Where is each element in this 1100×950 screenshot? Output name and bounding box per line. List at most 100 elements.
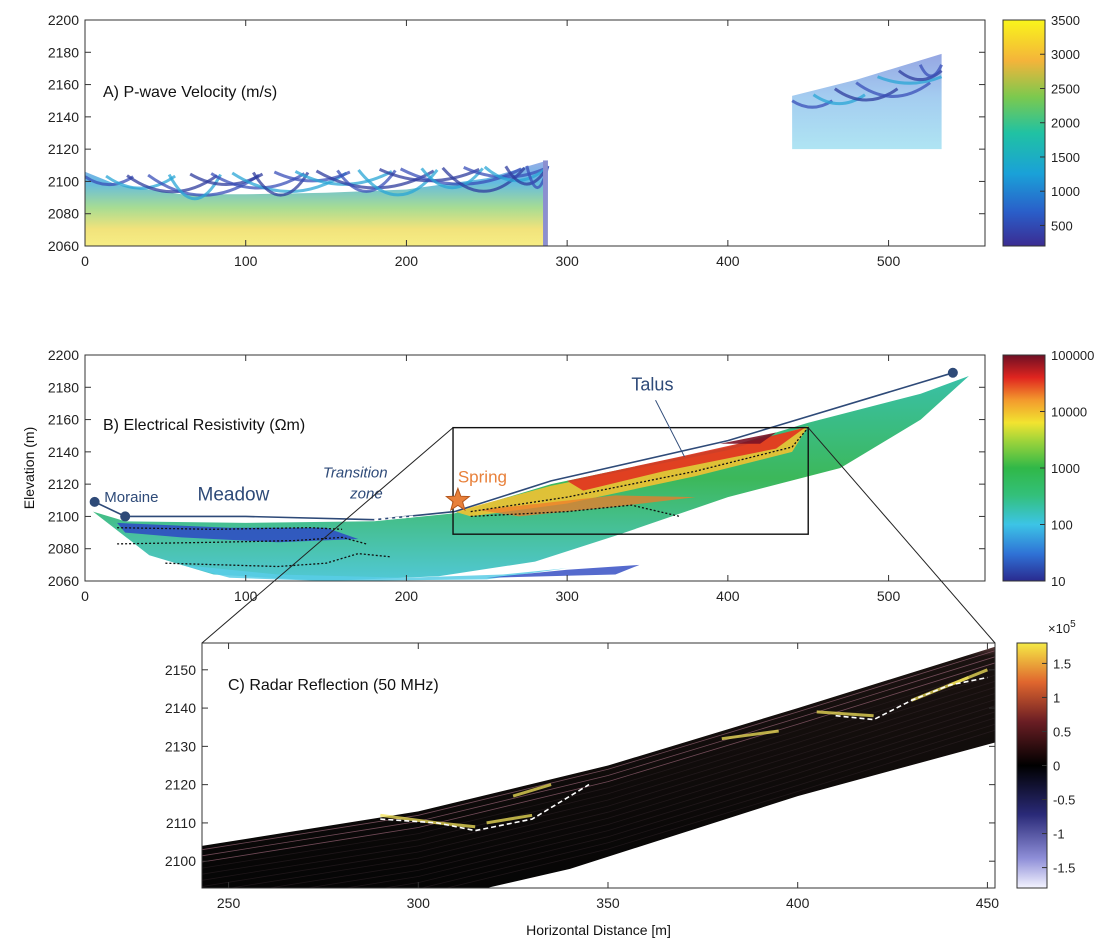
panel-b-x-tick-label: 300 [555, 588, 579, 604]
panel-b-y-tick-label: 2080 [48, 541, 79, 557]
survey-endpoint-marker [947, 367, 958, 378]
zoom-box [452, 426, 809, 535]
ray-path-arc [420, 167, 484, 190]
panel-a-y-tick-label: 2080 [48, 206, 79, 222]
panel-c-y-tick-label: 2120 [165, 777, 196, 793]
panel-c-y-tick-label: 2140 [165, 700, 196, 716]
radar-band [202, 662, 995, 863]
panel-c-x-tick-label: 450 [976, 895, 1000, 911]
panel-b-x-tick-label: 400 [716, 588, 740, 604]
panel-a-x-tick-label: 300 [555, 253, 579, 269]
radar-band [202, 687, 995, 887]
panel-c-x-tick-label: 250 [217, 895, 241, 911]
panel-c-plot-frame [201, 642, 996, 889]
panel-c-title: C) Radar Reflection (50 MHz) [228, 677, 439, 694]
panel-a-y-tick-label: 2140 [48, 109, 79, 125]
radar-band [228, 693, 995, 888]
panel-b-colorbar-tick-label: 10000 [1051, 405, 1087, 420]
panel-a-x-tick-label: 200 [395, 253, 419, 269]
dotted-boundary-1 [117, 527, 343, 530]
radar-reflection-streak [721, 729, 779, 741]
panel-a-colorbar-tick-label: 3500 [1051, 13, 1080, 28]
p-wave-section-1 [85, 160, 548, 246]
radar-band [202, 656, 995, 857]
panel-b-y-tick-label: 2140 [48, 444, 79, 460]
panel-a-y-tick-label: 2060 [48, 238, 79, 254]
panel-c-colorbar-tick-label: 0 [1053, 759, 1060, 774]
panel-c-y-tick-label: 2100 [165, 853, 196, 869]
ray-path-arc [105, 174, 177, 190]
spring-resistivity-zone [478, 495, 696, 517]
panel-a-x-tick-label: 400 [716, 253, 740, 269]
panel-c-colorbar-tick-label: 0.5 [1053, 724, 1071, 739]
zoom-connector-lines [201, 427, 996, 644]
exponent-power: 5 [1070, 619, 1076, 630]
panel-b-colorbar-tick-label: 100 [1051, 518, 1073, 533]
panel-b-y-tick-label: 2180 [48, 379, 79, 395]
radar-reflection-streak [512, 783, 552, 798]
radar-band [419, 723, 995, 888]
ray-path-arc [812, 93, 866, 106]
panel-a-y-tick-label: 2100 [48, 173, 79, 189]
radar-band [202, 668, 995, 869]
radar-reflection-streak [486, 813, 533, 825]
panel-c-colorbar-exponent: ×105 [1048, 619, 1076, 636]
radar-band [445, 729, 995, 888]
panel-c-y-tick-label: 2110 [166, 815, 196, 831]
ground-surface-line [94, 372, 954, 521]
radar-band [381, 717, 995, 888]
reflector-dashed-line-1 [380, 783, 590, 832]
panel-c-x-tick-label: 350 [596, 895, 620, 911]
panel-b-data [93, 376, 969, 581]
panel-a-colorbar-tick-label: 2000 [1051, 116, 1080, 131]
panel-b-x-tick-label: 500 [877, 588, 901, 604]
annotation-spring: Spring [458, 468, 507, 487]
panel-b-plot-frame [84, 354, 986, 582]
exponent-base: ×10 [1048, 621, 1070, 636]
panel-a-y-tick-label: 2120 [48, 141, 79, 157]
panel-b-y-tick-label: 2100 [48, 508, 79, 524]
panel-b-y-tick-label: 2120 [48, 476, 79, 492]
ray-path-arc [463, 165, 549, 179]
ray-path-arc [876, 75, 943, 85]
panel-a-colorbar-tick-label: 1000 [1051, 184, 1080, 199]
zoom-connector-right [807, 427, 996, 644]
dotted-boundary-2 [117, 536, 367, 545]
panel-b-colorbar [1002, 354, 1046, 582]
peak-resistivity-zone [719, 432, 777, 444]
annotation-talus: Talus [631, 375, 673, 395]
panel-c-colorbar-tick-label: 1.5 [1053, 656, 1071, 671]
annotation-zone: zone [349, 486, 383, 503]
radar-band [305, 705, 995, 888]
panel-a-y-tick-label: 2200 [48, 12, 79, 28]
panel-a-colorbar-tick-label: 2500 [1051, 81, 1080, 96]
ray-path-arc [918, 64, 943, 78]
panel-b-title: B) Electrical Resistivity (Ωm) [103, 417, 305, 434]
radar-section [202, 646, 995, 888]
panel-a-x-tick-label: 500 [877, 253, 901, 269]
ray-path-arc [273, 170, 351, 183]
panel-c-colorbar-tick-label: -1 [1053, 827, 1065, 842]
annotation-transition: Transition [323, 465, 388, 482]
panel-a-x-tick-label: 100 [234, 253, 258, 269]
panel-c-x-tick-label: 300 [407, 895, 431, 911]
radar-band [343, 711, 995, 888]
annotation-moraine: Moraine [104, 489, 158, 506]
panel-b-y-tick-label: 2200 [48, 347, 79, 363]
panel-c-y-tick-label: 2150 [165, 662, 196, 678]
spring-star-marker [445, 486, 471, 512]
radar-band [202, 680, 995, 881]
panel-a-y-tick-label: 2160 [48, 77, 79, 93]
dotted-boundary-5 [470, 504, 680, 518]
ray-path-arc [85, 175, 135, 187]
radar-reflection-streak [816, 710, 874, 718]
survey-endpoint-marker [89, 496, 100, 507]
p-wave-edge-strip [543, 160, 548, 246]
panel-a-y-tick-label: 2180 [48, 44, 79, 60]
panel-a-colorbar-tick-label: 500 [1051, 218, 1073, 233]
panel-a-p-wave-velocity: 0 100 200 300 400 500 2060 2080 2100 2120 2140 2160… [48, 12, 1080, 269]
panel-a-colorbar-tick-label: 3000 [1051, 47, 1080, 62]
panel-c-colorbar-tick-label: -1.5 [1053, 861, 1075, 876]
radar-band [202, 650, 995, 851]
panel-c-x-tick-label: 400 [786, 895, 810, 911]
